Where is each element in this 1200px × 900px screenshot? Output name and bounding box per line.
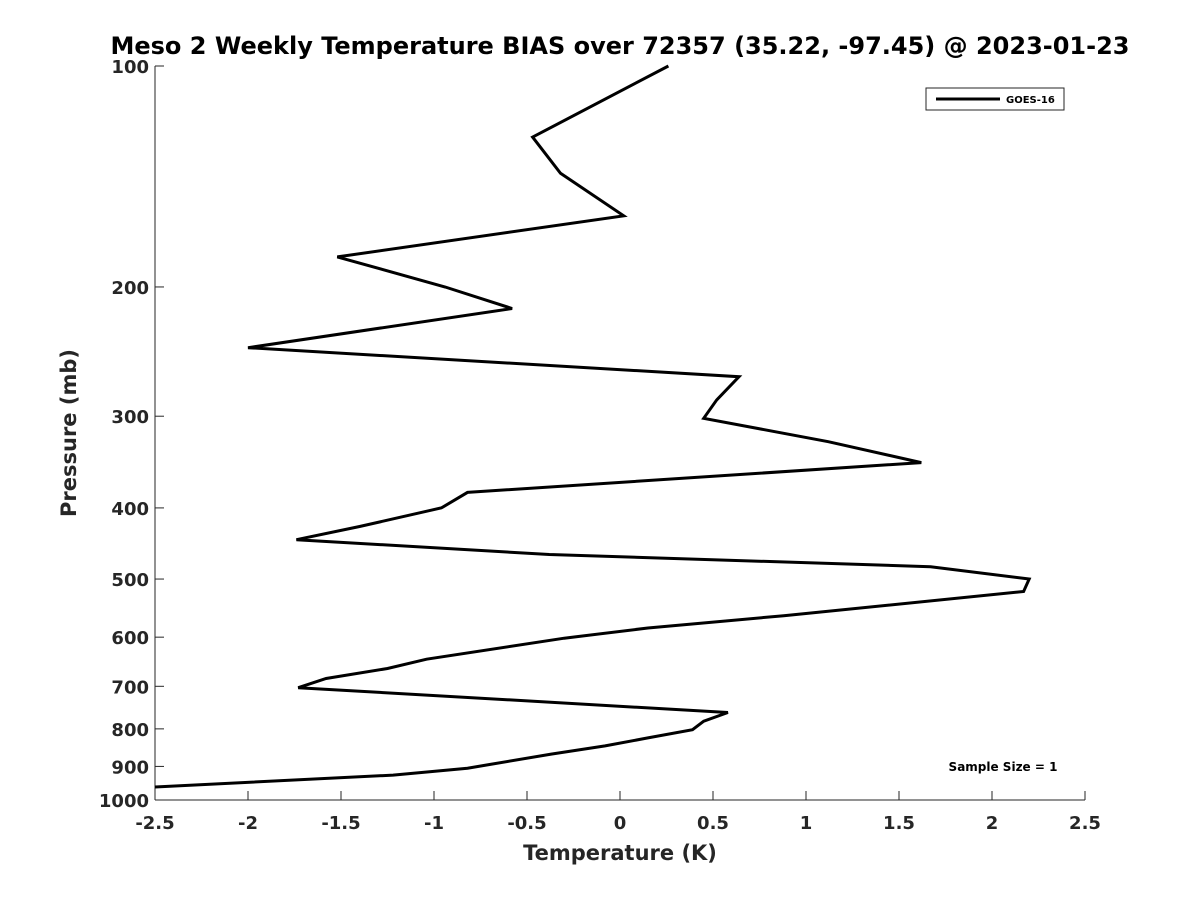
y-tick-label: 500: [111, 570, 149, 591]
y-tick-label: 200: [111, 278, 149, 299]
y-tick-label: 100: [111, 57, 149, 78]
y-axis-label: Pressure (mb): [57, 349, 81, 517]
x-tick-label: -2: [238, 813, 258, 834]
y-ticks: 100 200 300 400 500 600 700 800 900 1000: [99, 57, 164, 812]
x-tick-label: 0.5: [697, 813, 729, 834]
x-axis-label: Temperature (K): [523, 841, 717, 865]
y-tick-label: 900: [111, 757, 149, 778]
x-ticks: -2.5 -2 -1.5 -1 -0.5 0 0.5 1 1.5 2 2.5: [135, 791, 1101, 834]
legend: GOES-16: [925, 87, 1065, 111]
y-tick-label: 600: [111, 628, 149, 649]
y-tick-label: 300: [111, 407, 149, 428]
chart-title: Meso 2 Weekly Temperature BIAS over 7235…: [110, 32, 1129, 60]
x-tick-label: 0: [614, 813, 627, 834]
x-tick-label: -1.5: [321, 813, 360, 834]
x-tick-label: -1: [424, 813, 444, 834]
y-tick-label: 1000: [99, 791, 149, 812]
sample-size-annotation: Sample Size = 1: [949, 760, 1058, 774]
x-tick-label: -0.5: [507, 813, 546, 834]
series-line-goes-16: [154, 64, 1032, 789]
x-tick-label: 1.5: [883, 813, 915, 834]
x-tick-label: -2.5: [135, 813, 174, 834]
y-tick-label: 700: [111, 677, 149, 698]
x-tick-label: 2.5: [1069, 813, 1101, 834]
x-tick-label: 2: [986, 813, 999, 834]
y-tick-label: 800: [111, 720, 149, 741]
y-tick-label: 400: [111, 499, 149, 520]
x-tick-label: 1: [800, 813, 813, 834]
legend-label-goes-16: GOES-16: [1006, 95, 1055, 106]
